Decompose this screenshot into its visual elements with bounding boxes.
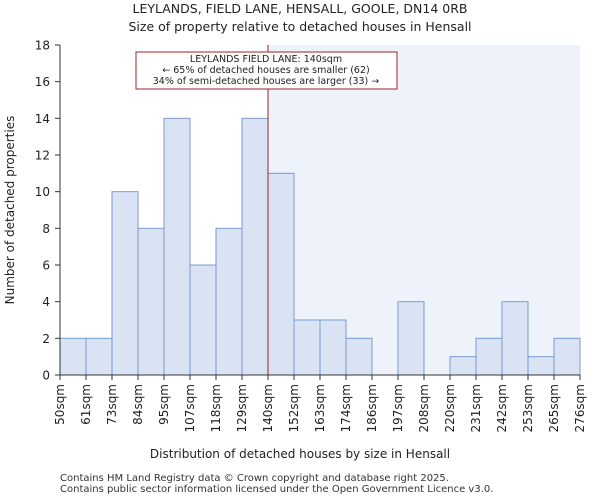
x-tick-label: 84sqm [131,384,145,425]
bar-95sqm [163,117,191,376]
bar-61sqm [85,337,113,376]
x-tick-label: 231sqm [469,384,483,432]
bar-220sqm [449,356,477,376]
bar-197sqm [397,301,425,376]
bar-242sqm [501,301,529,376]
x-tick-label: 208sqm [417,384,431,432]
x-axis-label: Distribution of detached houses by size … [150,447,450,461]
chart-title: LEYLANDS, FIELD LANE, HENSALL, GOOLE, DN… [133,1,468,16]
y-tick-label: 4 [42,295,50,309]
annotation-line-2: ← 65% of detached houses are smaller (62… [162,65,369,76]
annotation-line-3: 34% of semi-detached houses are larger (… [153,76,380,87]
bar-118sqm [215,227,243,376]
y-tick-label: 10 [35,185,50,199]
x-tick-label: 276sqm [573,384,587,432]
bar-73sqm [111,191,139,376]
x-tick-label: 95sqm [157,384,171,425]
x-tick-label: 220sqm [443,384,457,432]
bar-107sqm [189,264,217,376]
bar-265sqm [553,337,581,376]
x-tick-label: 50sqm [53,384,67,425]
bar-140sqm [267,172,295,376]
x-tick-label: 73sqm [105,384,119,425]
y-axis-label: Number of detached properties [3,116,17,305]
footer-licence: Contains public sector information licen… [60,484,494,495]
x-tick-label: 197sqm [391,384,405,432]
y-tick-label: 8 [42,222,50,236]
footer-copyright: Contains HM Land Registry data © Crown c… [60,473,449,484]
y-tick-label: 6 [42,259,50,273]
bar-84sqm [137,227,165,376]
bar-152sqm [293,319,321,376]
y-tick-label: 18 [35,39,50,53]
x-tick-label: 152sqm [287,384,301,432]
x-tick-label: 118sqm [209,384,223,432]
bar-163sqm [319,319,347,376]
y-tick-label: 14 [35,112,50,126]
annotation-frame [135,51,398,90]
x-tick-label: 174sqm [339,384,353,432]
y-tick-label: 16 [35,75,50,89]
x-tick-label: 61sqm [79,384,93,425]
y-tick-label: 12 [35,149,50,163]
bar-129sqm [241,117,269,376]
x-tick-label: 242sqm [495,384,509,432]
bar-174sqm [345,337,373,376]
x-tick-label: 253sqm [521,384,535,432]
y-tick-label: 2 [42,332,50,346]
annotation-line-1: LEYLANDS FIELD LANE: 140sqm [190,54,342,65]
x-tick-label: 107sqm [183,384,197,432]
y-tick-label: 0 [42,369,50,383]
x-tick-label: 163sqm [313,384,327,432]
bar-231sqm [475,337,503,376]
bar-50sqm [59,337,87,376]
x-tick-label: 265sqm [547,384,561,432]
chart-subtitle: Size of property relative to detached ho… [128,19,471,34]
x-tick-label: 129sqm [235,384,249,432]
x-tick-label: 186sqm [365,384,379,432]
annotation-box: LEYLANDS FIELD LANE: 140sqm ← 65% of det… [135,51,398,90]
x-tick-label: 140sqm [261,384,275,432]
bar-253sqm [527,356,555,376]
